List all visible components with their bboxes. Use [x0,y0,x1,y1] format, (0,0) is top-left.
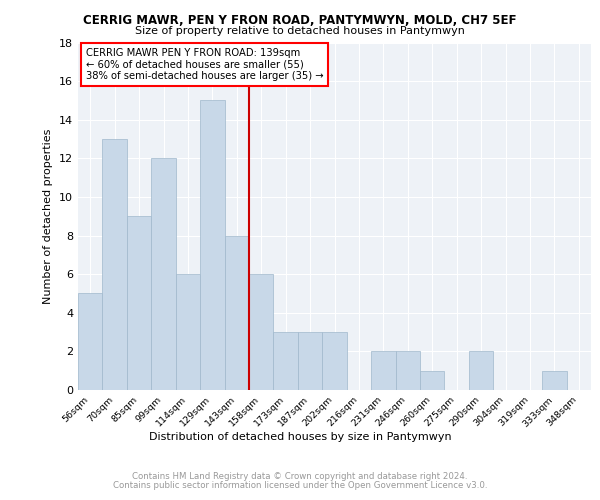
Bar [322,332,347,390]
Bar [371,352,395,390]
Text: CERRIG MAWR, PEN Y FRON ROAD, PANTYMWYN, MOLD, CH7 5EF: CERRIG MAWR, PEN Y FRON ROAD, PANTYMWYN,… [83,14,517,27]
Bar [249,274,274,390]
Bar [395,352,420,390]
Bar [200,100,224,390]
Bar [127,216,151,390]
Text: Contains public sector information licensed under the Open Government Licence v3: Contains public sector information licen… [113,481,487,490]
Text: Distribution of detached houses by size in Pantymwyn: Distribution of detached houses by size … [149,432,451,442]
Bar [78,294,103,390]
Bar [274,332,298,390]
Bar [469,352,493,390]
Bar [151,158,176,390]
Bar [420,370,445,390]
Bar [103,139,127,390]
Text: Size of property relative to detached houses in Pantymwyn: Size of property relative to detached ho… [135,26,465,36]
Text: Contains HM Land Registry data © Crown copyright and database right 2024.: Contains HM Land Registry data © Crown c… [132,472,468,481]
Bar [298,332,322,390]
Bar [176,274,200,390]
Bar [224,236,249,390]
Text: CERRIG MAWR PEN Y FRON ROAD: 139sqm
← 60% of detached houses are smaller (55)
38: CERRIG MAWR PEN Y FRON ROAD: 139sqm ← 60… [86,48,323,81]
Y-axis label: Number of detached properties: Number of detached properties [43,128,53,304]
Bar [542,370,566,390]
